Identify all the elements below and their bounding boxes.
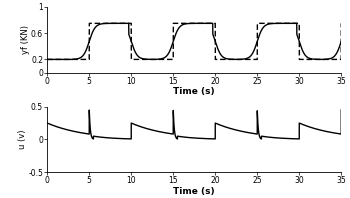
Y-axis label: u (v): u (v) [18,130,27,149]
X-axis label: Time (s): Time (s) [174,87,215,96]
Y-axis label: yf (KN): yf (KN) [21,25,29,54]
X-axis label: Time (s): Time (s) [174,187,215,196]
